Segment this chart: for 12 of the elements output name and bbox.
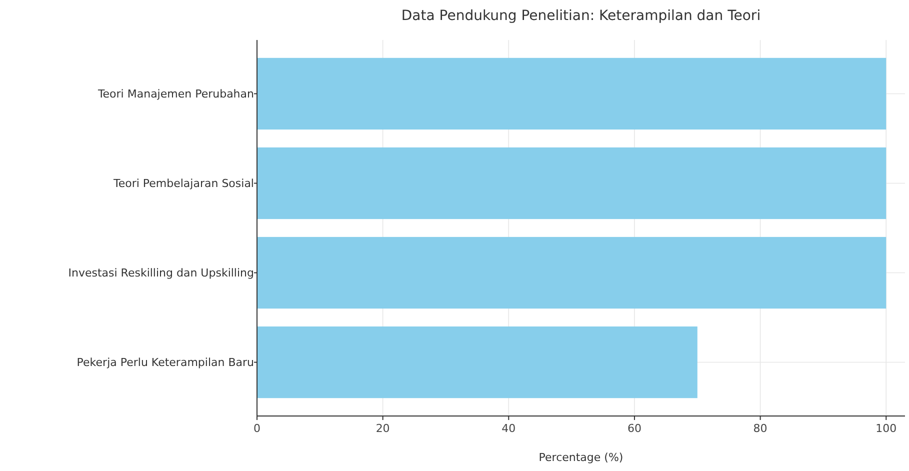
x-tick-label: 100 [876,422,897,435]
x-tick-label: 0 [254,422,260,435]
y-tick-label: Investasi Reskilling dan Upskilling [68,266,254,280]
y-tick-label: Teori Manajemen Perubahan [96,88,254,101]
x-tick-label: 40 [502,422,516,435]
x-tick-label: 80 [753,422,768,435]
x-tick-label: 20 [376,422,390,435]
x-axis-title: Percentage (%) [538,451,624,464]
y-tick-label: Pekerja Perlu Keterampilan Baru [76,356,254,370]
y-tick-label: Teori Pembelajaran Sosial [112,177,254,190]
chart-title: Data Pendukung Penelitian: Keterampilan dan Teori [401,8,761,24]
x-tick-label: 60 [627,422,642,435]
